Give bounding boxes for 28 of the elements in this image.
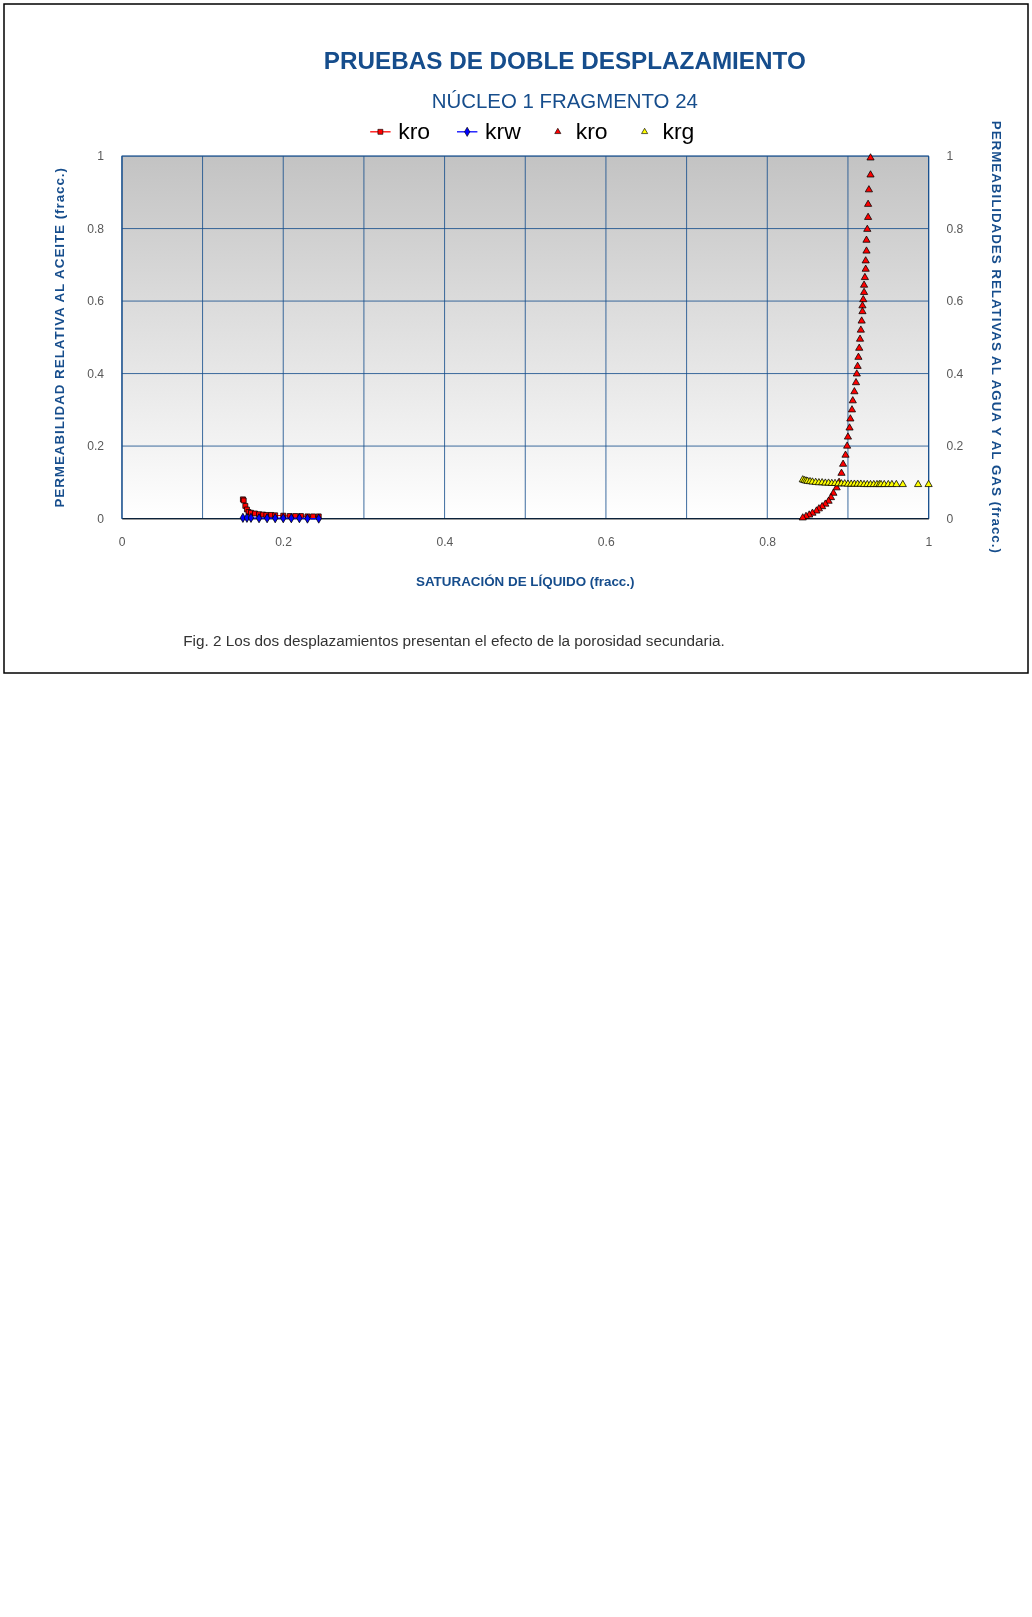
- x-tick-label: 0.2: [275, 535, 293, 550]
- y-tick-label: 1: [97, 149, 105, 164]
- x-axis-title: SATURACIÓN DE LÍQUIDO (fracc.): [416, 573, 635, 589]
- legend-label: kro: [575, 117, 608, 144]
- y2-tick-label: 0.8: [946, 221, 964, 236]
- x-tick-label: 0.4: [436, 535, 454, 550]
- y2-tick-label: 0: [946, 511, 954, 526]
- legend-label: krw: [485, 117, 522, 144]
- x-tick-label: 0.8: [759, 535, 777, 550]
- x-tick-label: 1: [925, 535, 933, 550]
- y-tick-label: 0.8: [87, 221, 105, 236]
- y2-tick-label: 0.6: [946, 294, 964, 309]
- legend-label: krg: [662, 117, 695, 144]
- y-tick-label: 0.6: [87, 294, 105, 309]
- y2-axis-title: PERMEABILIDADES RELATIVAS AL AGUA Y AL GAS (fracc.): [989, 120, 1005, 554]
- y2-tick-label: 1: [946, 149, 954, 164]
- y2-tick-label: 0.2: [946, 439, 964, 454]
- y-tick-label: 0.2: [87, 439, 105, 454]
- y2-tick-label: 0.4: [946, 366, 964, 381]
- y-tick-label: 0.4: [87, 366, 105, 381]
- x-tick-label: 0.6: [597, 535, 615, 550]
- caption: Fig. 2 Los dos desplazamientos presentan el efecto de la porosidad secundaria.: [183, 632, 725, 650]
- chart-title: PRUEBAS DE DOBLE DESPLAZAMIENTO: [323, 47, 806, 75]
- chart-subtitle: NÚCLEO 1 FRAGMENTO 24: [431, 89, 698, 112]
- y-axis-title: PERMEABILIDAD RELATIVA AL ACEITE (fracc.): [51, 167, 67, 508]
- legend-label: kro: [398, 117, 431, 144]
- x-tick-label: 0: [118, 535, 126, 550]
- y-tick-label: 0: [97, 511, 105, 526]
